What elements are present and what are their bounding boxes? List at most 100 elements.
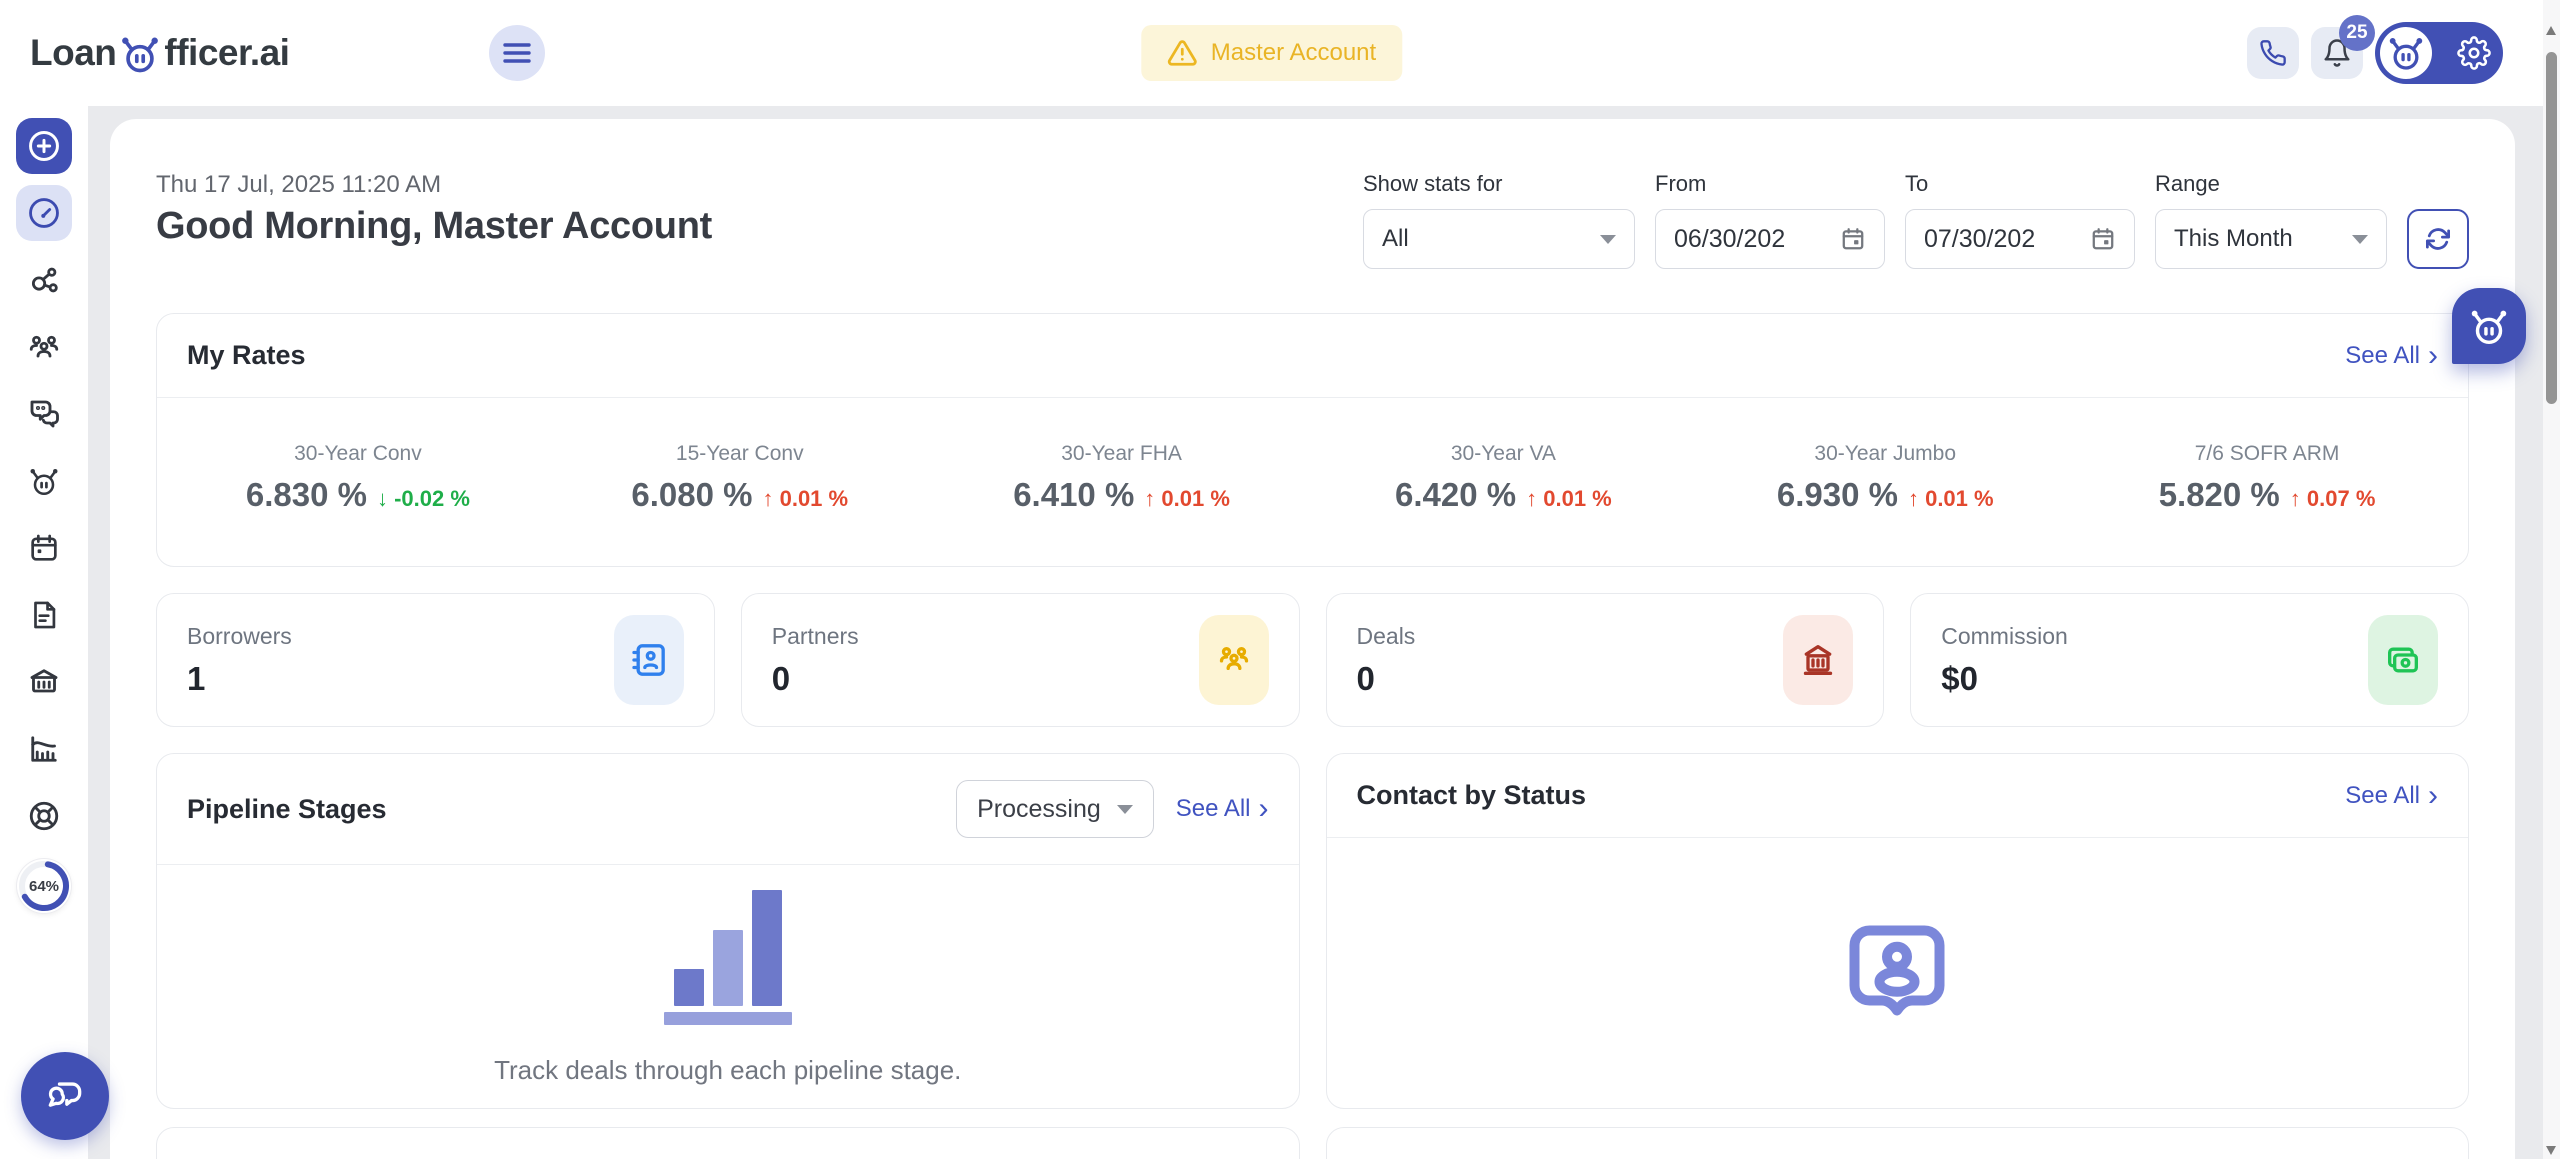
rate-change-up: ↑ 0.01 % — [1526, 486, 1612, 511]
chevron-right-icon: › — [2428, 338, 2438, 372]
sidebar-item-contacts[interactable] — [16, 319, 72, 375]
scrollbar-thumb[interactable] — [2546, 52, 2557, 404]
deals-stat-card[interactable]: Deals 0 — [1325, 593, 1885, 727]
share-network-icon — [27, 263, 61, 297]
sidebar-item-pipeline[interactable] — [16, 252, 72, 308]
rate-change-down: ↓ -0.02 % — [376, 486, 470, 511]
plus-circle-icon — [27, 129, 61, 163]
to-date-input[interactable] — [1924, 224, 2082, 254]
page-title: Good Morning, Master Account — [156, 205, 712, 247]
sidebar-toggle-button[interactable] — [489, 25, 546, 81]
chat-fab-icon — [43, 1074, 87, 1118]
range-label: Range — [2155, 171, 2220, 196]
sidebar-item-messages[interactable] — [16, 386, 72, 442]
notification-count-badge: 25 — [2339, 15, 2375, 51]
calendar-icon[interactable] — [1840, 226, 1866, 252]
address-book-icon — [613, 615, 684, 705]
app-logo[interactable]: Loan fficer.ai — [30, 32, 290, 76]
pipeline-see-all-link[interactable]: See All › — [1175, 792, 1269, 825]
partners-stat-card[interactable]: Partners 0 — [740, 593, 1300, 727]
refresh-icon — [2423, 224, 2453, 254]
stats-filters: Show stats for All From — [1363, 171, 2469, 269]
account-avatar[interactable] — [2380, 27, 2432, 79]
topbar-actions: 25 — [2247, 15, 2503, 84]
partners-icon — [1198, 615, 1269, 705]
pipeline-empty-text: Track deals through each pipeline stage. — [494, 1054, 962, 1085]
show-stats-label: Show stats for — [1363, 171, 1503, 196]
from-date-input[interactable] — [1674, 224, 1832, 254]
my-rates-title: My Rates — [187, 340, 306, 370]
from-date-field[interactable] — [1655, 209, 1885, 269]
scrollbar[interactable] — [2543, 0, 2560, 1159]
master-account-badge-label: Master Account — [1210, 39, 1377, 66]
range-select[interactable]: This Month — [2155, 209, 2387, 269]
notifications-button[interactable]: 25 — [2311, 15, 2375, 79]
sidebar: 64% — [0, 106, 88, 1159]
calendar-icon[interactable] — [2090, 226, 2116, 252]
robot-logo-icon — [118, 32, 162, 76]
document-icon — [27, 598, 61, 632]
gear-icon[interactable] — [2457, 36, 2491, 70]
rate-item: 7/6 SOFR ARM 5.820 % ↑ 0.07 % — [2158, 442, 2376, 513]
chevron-down-icon — [2352, 234, 2368, 244]
chevron-right-icon: › — [2428, 778, 2438, 812]
contact-by-status-see-all-link[interactable]: See All › — [2345, 778, 2438, 812]
my-rates-see-all-link[interactable]: See All › — [2345, 338, 2438, 372]
calendar-icon — [27, 531, 61, 565]
sidebar-item-dashboard[interactable] — [16, 185, 72, 241]
show-stats-value: All — [1382, 225, 1409, 252]
to-label: To — [1905, 171, 1929, 196]
bottom-row: Most Recent Contacts AI Assistant Go to … — [156, 1127, 2469, 1159]
dashboard-panel: Thu 17 Jul, 2025 11:20 AM Good Morning, … — [110, 119, 2515, 1159]
live-chat-button[interactable] — [21, 1052, 109, 1140]
sidebar-item-documents[interactable] — [16, 587, 72, 643]
master-account-badge[interactable]: Master Account — [1140, 25, 1403, 81]
chat-bubbles-icon — [26, 396, 62, 432]
scroll-up-arrow[interactable] — [2546, 26, 2556, 35]
rate-item: 30-Year Jumbo 6.930 % ↑ 0.01 % — [1776, 442, 1994, 513]
phone-icon — [2259, 39, 2287, 67]
bank-icon — [26, 664, 62, 700]
refresh-button[interactable] — [2407, 209, 2469, 269]
sidebar-item-ai-assistant[interactable] — [16, 453, 72, 509]
bank-icon — [1783, 615, 1854, 705]
rates-row: 30-Year Conv 6.830 % ↓ -0.02 % 15-Year C… — [157, 398, 2468, 566]
recent-contacts-card: Most Recent Contacts — [156, 1127, 1300, 1159]
sidebar-item-reports[interactable] — [16, 721, 72, 777]
pipeline-stage-select[interactable]: Processing — [956, 780, 1154, 838]
sidebar-item-support[interactable] — [16, 788, 72, 844]
show-stats-select[interactable]: All — [1363, 209, 1635, 269]
sidebar-item-calendar[interactable] — [16, 520, 72, 576]
phone-button[interactable] — [2247, 27, 2299, 79]
pipeline-empty-state: Track deals through each pipeline stage. — [157, 865, 1299, 1108]
contact-by-status-card: Contact by Status See All › — [1325, 753, 2469, 1109]
pipeline-stages-card: Pipeline Stages Processing See All › — [156, 753, 1300, 1109]
rate-item: 30-Year Conv 6.830 % ↓ -0.02 % — [245, 442, 470, 513]
dashboard-gauge-icon — [27, 196, 61, 230]
sidebar-item-lenders[interactable] — [16, 654, 72, 710]
users-icon — [26, 329, 62, 365]
to-date-field[interactable] — [1905, 209, 2135, 269]
page-background: Thu 17 Jul, 2025 11:20 AM Good Morning, … — [88, 106, 2543, 1159]
contact-bubble-icon — [1837, 913, 1957, 1033]
commission-stat-card[interactable]: Commission $0 — [1910, 593, 2469, 727]
borrowers-stat-card[interactable]: Borrowers 1 — [156, 593, 715, 727]
logo-text-prefix: Loan — [30, 32, 117, 73]
chevron-down-icon — [1116, 804, 1133, 814]
my-rates-card: My Rates See All › 30-Year Conv 6.830 % ↓… — [156, 313, 2469, 567]
chevron-right-icon: › — [1258, 792, 1269, 825]
chart-icon — [26, 731, 62, 767]
pipeline-title: Pipeline Stages — [187, 793, 387, 824]
current-datetime: Thu 17 Jul, 2025 11:20 AM — [156, 171, 442, 198]
robot-icon — [2466, 303, 2512, 349]
rate-item: 30-Year VA 6.420 % ↑ 0.01 % — [1395, 442, 1612, 513]
sidebar-item-add-new[interactable] — [16, 118, 72, 174]
account-settings-pill[interactable] — [2375, 22, 2503, 84]
page-header: Thu 17 Jul, 2025 11:20 AM Good Morning, … — [156, 171, 2469, 269]
ai-widget-button[interactable] — [2452, 288, 2526, 364]
rate-change-up: ↑ 0.01 % — [762, 486, 849, 511]
rate-item: 30-Year FHA 6.410 % ↑ 0.01 % — [1013, 442, 1230, 513]
scroll-down-arrow[interactable] — [2546, 1146, 2556, 1155]
logo-text-suffix: fficer.ai — [164, 32, 290, 73]
setup-progress-ring[interactable]: 64% — [17, 859, 71, 913]
